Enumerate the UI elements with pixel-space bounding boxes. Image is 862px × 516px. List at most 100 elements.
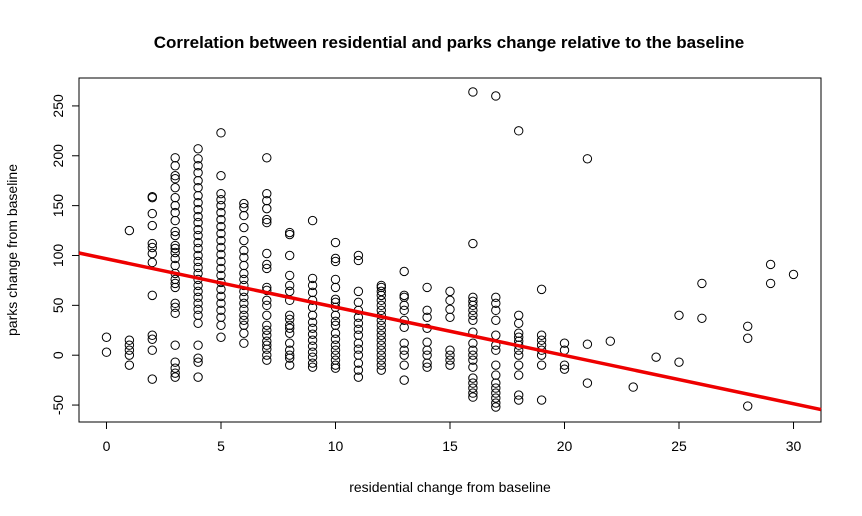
data-point bbox=[170, 278, 180, 289]
data-point bbox=[468, 388, 478, 398]
data-point bbox=[422, 282, 432, 293]
data-point bbox=[582, 339, 593, 349]
data-point bbox=[330, 328, 341, 338]
data-point bbox=[353, 365, 364, 375]
data-point bbox=[216, 242, 226, 253]
data-point bbox=[468, 373, 478, 383]
data-point bbox=[422, 345, 432, 355]
data-point bbox=[262, 203, 272, 214]
data-point bbox=[582, 378, 593, 388]
data-point bbox=[193, 237, 203, 248]
data-point bbox=[239, 274, 249, 285]
data-point bbox=[307, 273, 318, 284]
data-point bbox=[422, 337, 432, 347]
data-point bbox=[262, 325, 272, 335]
data-point bbox=[330, 253, 341, 264]
data-point bbox=[193, 204, 203, 215]
data-point bbox=[284, 328, 295, 338]
data-point bbox=[376, 290, 386, 301]
data-point bbox=[216, 291, 226, 302]
data-point bbox=[147, 238, 157, 249]
data-point bbox=[193, 280, 203, 291]
data-point bbox=[674, 357, 684, 367]
data-point bbox=[674, 310, 684, 321]
data-point bbox=[147, 208, 157, 219]
data-point bbox=[262, 188, 272, 199]
data-point bbox=[330, 334, 341, 344]
data-point bbox=[788, 269, 799, 280]
data-point bbox=[353, 324, 364, 334]
data-point bbox=[216, 256, 226, 267]
data-point bbox=[216, 332, 226, 342]
data-point bbox=[101, 332, 112, 342]
data-point bbox=[468, 362, 478, 372]
data-point bbox=[468, 315, 478, 325]
data-point bbox=[284, 286, 295, 297]
data-point bbox=[468, 392, 478, 402]
data-point bbox=[284, 310, 295, 321]
regression-line bbox=[78, 251, 822, 412]
data-point bbox=[262, 350, 272, 360]
data-point bbox=[514, 350, 524, 360]
data-point bbox=[376, 305, 386, 316]
data-point bbox=[216, 188, 226, 199]
data-point bbox=[193, 372, 203, 382]
data-point bbox=[399, 305, 409, 316]
data-point bbox=[262, 217, 272, 228]
data-point bbox=[307, 317, 318, 327]
data-point bbox=[399, 345, 409, 355]
data-point bbox=[262, 300, 272, 311]
data-point bbox=[239, 245, 249, 256]
data-point bbox=[514, 395, 524, 405]
data-point bbox=[239, 304, 249, 315]
data-point bbox=[743, 401, 753, 411]
data-point bbox=[170, 302, 180, 313]
data-point bbox=[330, 363, 341, 373]
data-point bbox=[468, 383, 478, 393]
data-point bbox=[124, 340, 135, 350]
data-point bbox=[284, 350, 295, 360]
data-point bbox=[124, 345, 135, 355]
data-point bbox=[170, 161, 180, 171]
data-point bbox=[491, 402, 501, 412]
data-point bbox=[239, 298, 249, 309]
data-point bbox=[170, 182, 180, 193]
data-point bbox=[262, 259, 272, 270]
data-point bbox=[216, 128, 226, 138]
data-point bbox=[124, 360, 135, 370]
data-point bbox=[262, 340, 272, 350]
data-point bbox=[307, 347, 318, 357]
data-point bbox=[330, 256, 341, 267]
data-point bbox=[147, 330, 157, 340]
data-point bbox=[330, 237, 341, 248]
data-point bbox=[239, 268, 249, 279]
data-point bbox=[353, 250, 364, 261]
data-point bbox=[445, 295, 455, 306]
data-point bbox=[697, 313, 707, 324]
data-point bbox=[170, 243, 180, 254]
data-point bbox=[193, 217, 203, 228]
data-point bbox=[353, 318, 364, 328]
data-point bbox=[468, 296, 478, 307]
data-point bbox=[216, 171, 226, 181]
data-point bbox=[239, 310, 249, 321]
data-point bbox=[491, 393, 501, 403]
data-point bbox=[101, 347, 112, 357]
data-point bbox=[193, 144, 203, 154]
data-point bbox=[559, 364, 570, 374]
data-point bbox=[216, 221, 226, 232]
data-point bbox=[170, 192, 180, 203]
data-point bbox=[239, 198, 249, 209]
data-point bbox=[468, 300, 478, 311]
data-point bbox=[376, 345, 386, 355]
data-point bbox=[170, 230, 180, 241]
data-point bbox=[193, 286, 203, 297]
data-point bbox=[491, 388, 501, 398]
data-point bbox=[216, 263, 226, 274]
y-tick-label: 250 bbox=[50, 94, 66, 118]
data-point bbox=[376, 325, 386, 335]
data-point bbox=[491, 91, 501, 101]
data-point bbox=[491, 398, 501, 408]
data-point bbox=[399, 290, 409, 301]
data-point bbox=[284, 280, 295, 291]
